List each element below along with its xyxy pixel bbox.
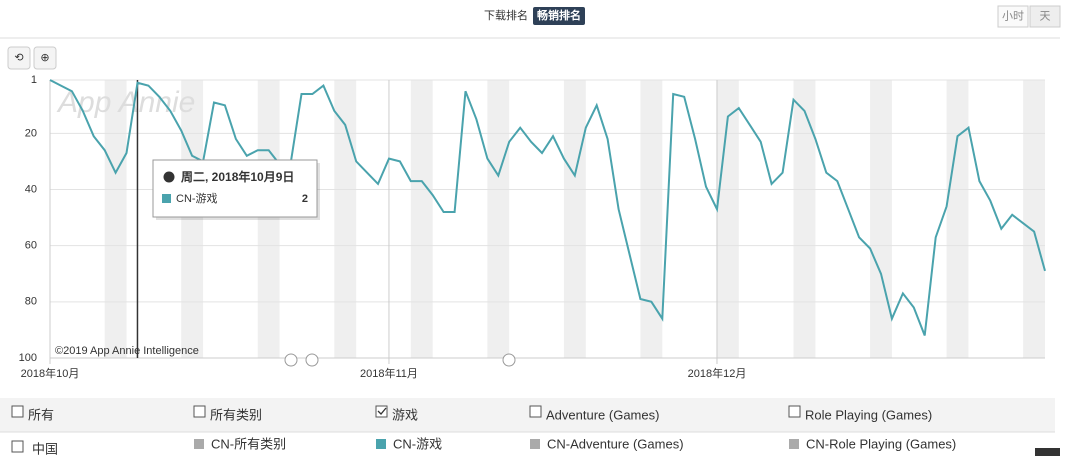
checkbox[interactable] <box>788 405 801 418</box>
check-mark <box>377 407 387 415</box>
legend-option[interactable]: Role Playing (Games) <box>805 407 932 422</box>
y-tick-label: 1 <box>31 74 37 86</box>
rank-button[interactable]: 下载排名 <box>484 8 528 22</box>
weekend-band <box>563 80 586 358</box>
weekend-band <box>181 80 204 358</box>
legend-swatch <box>376 439 386 449</box>
globe-icon <box>163 171 175 183</box>
corner-widget <box>1035 448 1060 456</box>
x-tick-label: 2018年11月 <box>360 366 418 380</box>
x-tick-label: 2018年10月 <box>21 366 80 380</box>
weekend-band <box>410 80 433 358</box>
zoom-icon: ⊕ <box>40 52 49 64</box>
zoom-button[interactable] <box>33 46 57 70</box>
legend-item[interactable]: CN-Adventure (Games) <box>547 436 684 451</box>
weekend-band <box>1023 80 1045 358</box>
weekend-band <box>793 80 816 358</box>
granularity-label[interactable]: 天 <box>1040 10 1051 22</box>
tooltip-title: 周二, 2018年10月9日 <box>181 169 294 184</box>
granularity-button[interactable] <box>1029 5 1061 28</box>
tooltip <box>152 159 318 218</box>
legend-option[interactable]: Adventure (Games) <box>546 407 659 422</box>
annotation-bubble[interactable] <box>502 353 516 367</box>
legend-row-bg <box>0 398 1055 432</box>
checkbox[interactable] <box>529 405 542 418</box>
legend-option[interactable]: 所有 <box>28 407 54 422</box>
granularity-button[interactable] <box>997 5 1029 28</box>
checkbox[interactable] <box>11 405 24 418</box>
legend-item[interactable]: CN-所有类别 <box>211 436 286 451</box>
weekend-band <box>946 80 969 358</box>
legend-swatch <box>530 439 540 449</box>
legend-item[interactable]: CN-游戏 <box>393 436 442 451</box>
legend-swatch <box>789 439 799 449</box>
annotation-bubble[interactable] <box>305 353 319 367</box>
weekend-band <box>104 80 127 358</box>
weekend-band <box>716 80 739 358</box>
annotation-bubble[interactable] <box>284 353 298 367</box>
y-tick-label: 100 <box>19 352 37 364</box>
watermark: App Annie <box>56 86 195 119</box>
reset-button[interactable] <box>7 46 31 70</box>
weekend-band <box>487 80 510 358</box>
legend-swatch <box>194 439 204 449</box>
legend-option[interactable]: 游戏 <box>392 407 418 422</box>
copyright: ©2019 App Annie Intelligence <box>55 345 199 357</box>
rank-button-active[interactable] <box>533 7 585 25</box>
tooltip-swatch <box>162 194 171 203</box>
tooltip-value: 2 <box>302 193 308 205</box>
checkbox[interactable] <box>11 440 24 453</box>
x-tick-label: 2018年12月 <box>688 366 747 380</box>
legend-option[interactable]: 所有类别 <box>210 407 262 422</box>
y-tick-label: 20 <box>25 127 37 139</box>
rank-button[interactable]: 畅销排名 <box>537 8 581 22</box>
checkbox[interactable] <box>375 405 388 418</box>
tooltip-series: CN-游戏 <box>176 192 218 205</box>
weekend-band <box>640 80 663 358</box>
y-tick-label: 60 <box>25 240 37 252</box>
weekend-band <box>870 80 892 358</box>
weekend-band <box>334 80 357 358</box>
reset-icon: ⟲ <box>14 52 23 64</box>
granularity-label[interactable]: 小时 <box>1002 9 1024 22</box>
checkbox[interactable] <box>193 405 206 418</box>
y-tick-label: 40 <box>25 183 37 195</box>
country-label: 中国 <box>32 441 58 456</box>
y-tick-label: 80 <box>25 296 37 308</box>
legend-item[interactable]: CN-Role Playing (Games) <box>806 436 956 451</box>
series-line <box>49 79 1046 336</box>
